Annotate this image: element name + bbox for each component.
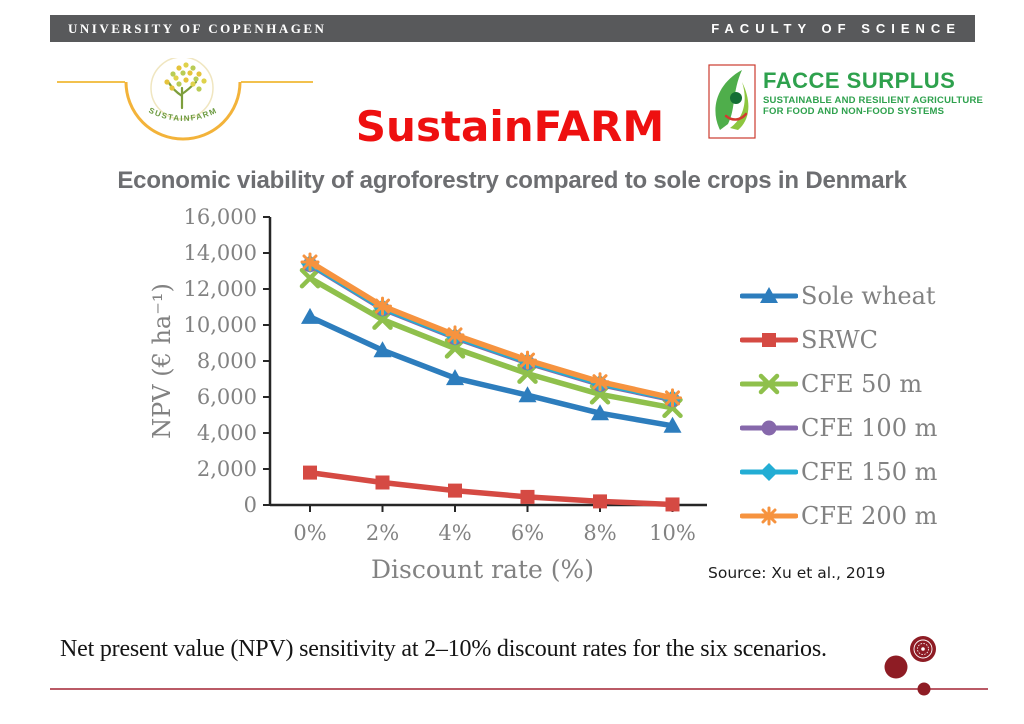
faculty-name: FACULTY OF SCIENCE	[711, 21, 961, 36]
decor-circle-small	[917, 682, 931, 696]
legend-label: CFE 200 m	[801, 502, 938, 530]
npv-line-chart: 0 2,000 4,000 6,000 8,000 10,000 12,000 14,000 1…	[148, 205, 707, 584]
tree-icon	[164, 62, 207, 110]
legend-marker-icon	[740, 287, 798, 303]
y-axis-label: NPV (€ ha⁻¹)	[148, 283, 176, 439]
sustainfarm-logo-icon: SUSTAINFARM	[57, 58, 313, 141]
chart-legend: Sole wheat SRWC CFE 50 m CFE 100 m CFE 150 m…	[740, 274, 937, 538]
svg-text:8%: 8%	[583, 521, 616, 545]
facce-tagline-line1: SUSTAINABLE AND RESILIENT AGRICULTURE	[763, 95, 984, 106]
series-sole-wheat	[301, 307, 682, 433]
series-srwc	[303, 465, 680, 512]
legend-marker-icon	[740, 506, 798, 526]
legend-marker-icon	[740, 463, 798, 481]
legend-label: SRWC	[801, 326, 879, 354]
svg-text:14,000: 14,000	[184, 241, 257, 265]
legend-item: CFE 100 m	[740, 406, 937, 450]
facce-leaf-icon	[708, 64, 756, 139]
legend-item: CFE 150 m	[740, 450, 937, 494]
legend-label: CFE 100 m	[801, 414, 938, 442]
facce-tagline-line2: FOR FOOD AND NON-FOOD SYSTEMS	[763, 106, 945, 118]
legend-marker-icon	[740, 333, 798, 347]
legend-item: CFE 50 m	[740, 362, 937, 406]
svg-text:6%: 6%	[511, 521, 544, 545]
svg-text:8,000: 8,000	[197, 349, 257, 373]
legend-label: CFE 150 m	[801, 458, 938, 486]
legend-marker-icon	[740, 373, 798, 395]
svg-text:6,000: 6,000	[197, 385, 257, 409]
svg-text:0%: 0%	[293, 521, 326, 545]
svg-text:12,000: 12,000	[184, 277, 257, 301]
legend-item: CFE 200 m	[740, 494, 937, 538]
slide-subtitle: Economic viability of agroforestry compa…	[117, 166, 907, 194]
x-axis-label: Discount rate (%)	[371, 555, 594, 584]
series-cfe-200-m	[300, 252, 682, 408]
legend-label: Sole wheat	[801, 282, 936, 310]
svg-text:10%: 10%	[649, 521, 696, 545]
svg-text:4,000: 4,000	[197, 421, 257, 445]
legend-label: CFE 50 m	[801, 370, 923, 398]
legend-item: SRWC	[740, 318, 937, 362]
svg-text:10,000: 10,000	[184, 313, 257, 337]
svg-text:16,000: 16,000	[184, 205, 257, 229]
legend-marker-icon	[740, 420, 798, 436]
legend-item: Sole wheat	[740, 274, 937, 318]
facce-text-block: FACCE SURPLUS SUSTAINABLE AND RESILIENT …	[763, 70, 983, 140]
topbar: UNIVERSITY OF COPENHAGEN FACULTY OF SCIE…	[50, 15, 975, 42]
facce-name: FACCE SURPLUS	[763, 68, 956, 93]
facce-tagline: SUSTAINABLE AND RESILIENT AGRICULTURE FO…	[763, 95, 983, 118]
figure-caption: Net present value (NPV) sensitivity at 2…	[60, 636, 827, 662]
source-note: Source: Xu et al., 2019	[708, 564, 886, 582]
university-name: UNIVERSITY OF COPENHAGEN	[68, 20, 327, 36]
svg-text:4%: 4%	[438, 521, 471, 545]
svg-text:2%: 2%	[366, 521, 399, 545]
svg-text:2,000: 2,000	[197, 457, 257, 481]
slide-title: SustainFARM	[355, 102, 665, 152]
svg-text:0: 0	[244, 493, 257, 517]
facce-surplus-logo: FACCE SURPLUS SUSTAINABLE AND RESILIENT …	[708, 64, 983, 140]
